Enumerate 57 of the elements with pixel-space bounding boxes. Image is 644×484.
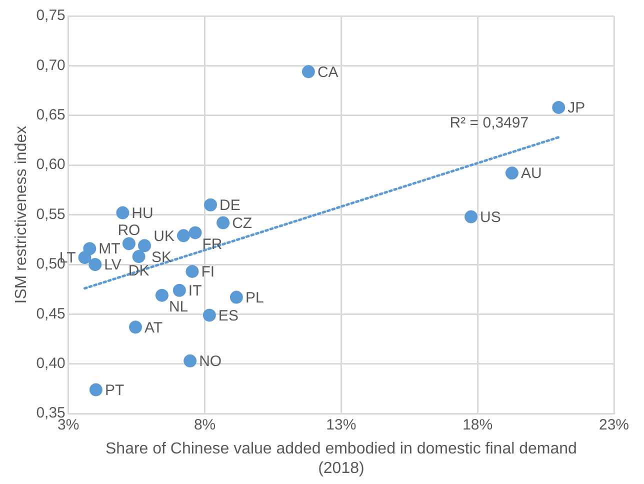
data-label: MT bbox=[98, 240, 120, 258]
x-tick-label: 13% bbox=[326, 416, 356, 434]
data-label: HU bbox=[132, 204, 154, 222]
point bbox=[116, 206, 130, 220]
point bbox=[172, 284, 186, 297]
data-label: AU bbox=[520, 165, 542, 182]
x-axis-title: Share of Chinese value added embodied in domestic final demand (2018) bbox=[105, 440, 577, 477]
y-tick-label: 0,45 bbox=[36, 305, 66, 322]
point bbox=[78, 251, 92, 264]
point bbox=[129, 320, 142, 334]
point bbox=[188, 226, 202, 240]
y-tick-label: 0,60 bbox=[36, 156, 66, 174]
y-tick-label: 0,75 bbox=[36, 7, 66, 24]
point bbox=[122, 237, 136, 250]
x-tick-label: 23% bbox=[598, 416, 630, 434]
point bbox=[177, 229, 190, 242]
y-tick-label: 0,70 bbox=[36, 56, 66, 74]
data-label: NO bbox=[199, 353, 222, 370]
data-label: PL bbox=[245, 289, 264, 306]
x-tick-label: 18% bbox=[462, 416, 493, 434]
data-label: FI bbox=[201, 264, 215, 281]
x-tick-label: 8% bbox=[194, 416, 216, 434]
data-label: JP bbox=[568, 100, 586, 117]
x-tick-label: 3% bbox=[58, 416, 80, 434]
data-label: SK bbox=[152, 248, 172, 266]
point bbox=[204, 198, 218, 212]
point bbox=[505, 166, 518, 180]
point bbox=[88, 258, 102, 271]
data-label: AT bbox=[144, 319, 163, 336]
y-tick-label: 0,40 bbox=[36, 355, 66, 372]
data-label: NL bbox=[168, 298, 188, 316]
data-label: IT bbox=[188, 282, 202, 300]
point bbox=[552, 100, 566, 114]
point bbox=[216, 216, 230, 230]
point bbox=[132, 250, 146, 264]
y-axis-title: ISM restrictiveness index bbox=[13, 126, 30, 304]
point bbox=[89, 383, 102, 396]
point bbox=[302, 65, 315, 78]
point bbox=[155, 288, 168, 302]
point bbox=[464, 210, 478, 224]
data-label: RO bbox=[118, 222, 140, 239]
data-label: CZ bbox=[232, 214, 252, 232]
point bbox=[138, 239, 152, 252]
data-label: US bbox=[480, 208, 501, 226]
y-tick-label: 0,55 bbox=[36, 206, 66, 223]
point bbox=[202, 308, 216, 322]
point bbox=[184, 354, 197, 368]
y-tick-label: 0,65 bbox=[36, 106, 66, 124]
data-label: UK bbox=[154, 228, 175, 245]
annotation: R² = 0,3497 bbox=[450, 114, 529, 132]
data-label: DE bbox=[220, 197, 240, 214]
data-label: PT bbox=[104, 382, 124, 399]
data-label: LV bbox=[104, 256, 122, 274]
data-label: CA bbox=[317, 64, 338, 81]
point bbox=[230, 290, 243, 304]
data-label: ES bbox=[218, 307, 238, 324]
point bbox=[186, 264, 199, 278]
